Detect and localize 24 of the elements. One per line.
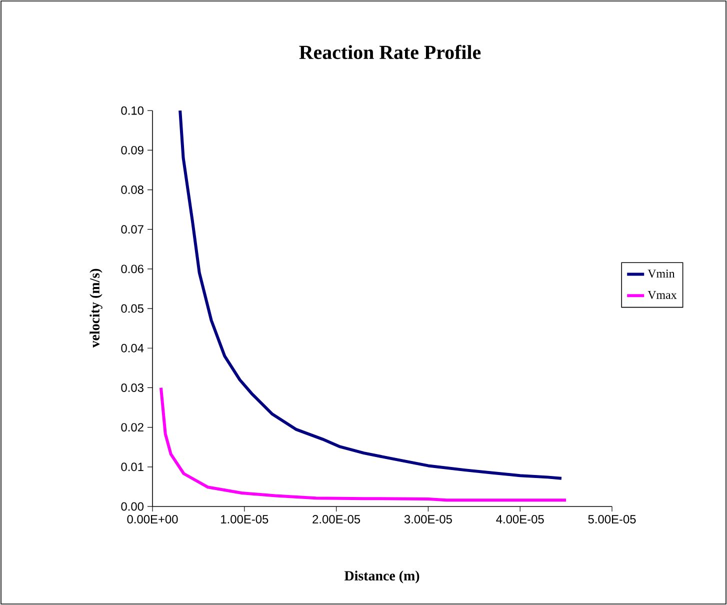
y-tick-label: 0.03 — [121, 383, 144, 392]
line-series — [159, 386, 568, 502]
x-tick-label: 3.00E-05 — [404, 515, 452, 524]
y-tick-label: 0.09 — [121, 146, 144, 154]
x-tick-label: 4.00E-05 — [496, 515, 544, 524]
y-tick-label: 0.02 — [121, 423, 144, 432]
y-tick-label: 0.04 — [121, 344, 144, 352]
x-tick-label: 5.00E-05 — [588, 515, 636, 524]
y-tick-label: 0.00 — [121, 502, 144, 511]
y-tick-label: 0.10 — [121, 106, 144, 115]
x-tick-label: 2.00E-05 — [312, 515, 360, 524]
legend-label: Vmax — [648, 291, 677, 300]
x-tick-label: 0.00E+00 — [127, 515, 178, 524]
y-tick-label: 0.06 — [121, 264, 144, 274]
legend-label: Vmin — [648, 270, 675, 278]
y-tick-label: 0.07 — [121, 225, 144, 234]
x-axis-title: Distance (m) — [344, 570, 420, 584]
y-tick-label: 0.01 — [121, 462, 144, 472]
y-tick-label: 0.08 — [121, 186, 144, 194]
y-tick-label: 0.05 — [121, 304, 144, 313]
chart-title: Reaction Rate Profile — [299, 44, 481, 60]
x-tick-label: 1.00E-05 — [221, 515, 268, 524]
line-series — [178, 109, 563, 480]
y-axis-title: velocity (m/s) — [90, 268, 102, 348]
